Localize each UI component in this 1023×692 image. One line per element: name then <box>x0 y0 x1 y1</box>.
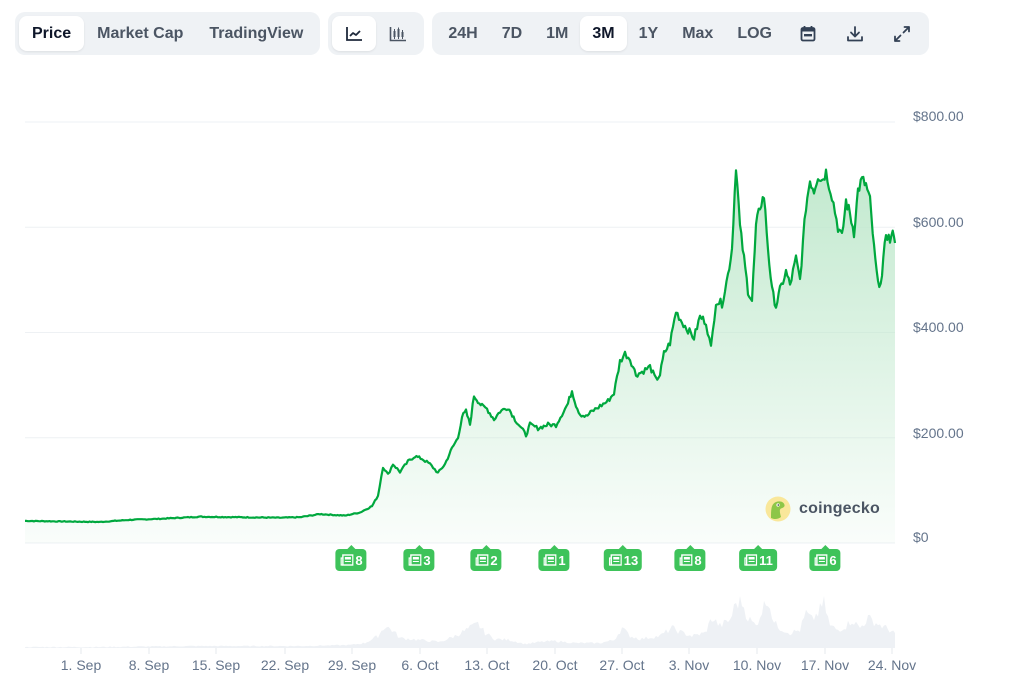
tab-market-cap[interactable]: Market Cap <box>97 24 184 42</box>
x-axis-label: 13. Oct <box>464 657 510 673</box>
calendar-icon <box>800 26 815 42</box>
coingecko-logo-icon <box>765 496 791 522</box>
x-axis-label: 17. Nov <box>800 657 850 673</box>
candlestick-chart-icon <box>390 26 407 41</box>
x-axis-label: 3. Nov <box>668 657 710 673</box>
newspaper-icon <box>679 554 693 566</box>
news-badge[interactable]: 3 <box>403 545 435 571</box>
range-1m[interactable]: 1M <box>546 24 569 42</box>
x-axis-label: 15. Sep <box>191 657 241 673</box>
coingecko-watermark: coingecko <box>765 496 880 522</box>
volume-area <box>25 595 895 648</box>
range-max[interactable]: Max <box>682 24 714 42</box>
y-axis-label: $400.00 <box>913 319 964 335</box>
y-axis-label: $800.00 <box>913 108 964 124</box>
newspaper-icon <box>608 554 622 566</box>
x-axis-label: 24. Nov <box>867 657 917 673</box>
news-badge[interactable]: 6 <box>809 545 841 571</box>
newspaper-icon <box>744 554 758 566</box>
chart-type-toggle <box>328 12 425 55</box>
x-axis-label: 6. Oct <box>401 657 439 673</box>
y-axis-label: $600.00 <box>913 214 964 230</box>
newspaper-icon <box>814 554 828 566</box>
watermark-text: coingecko <box>799 500 880 517</box>
news-badge[interactable]: 1 <box>538 545 570 571</box>
range-1y[interactable]: 1Y <box>638 24 659 42</box>
news-badge[interactable]: 13 <box>603 545 643 571</box>
news-badge[interactable]: 8 <box>674 545 706 571</box>
y-axis-label: $200.00 <box>913 425 964 441</box>
x-axis-ticks <box>80 648 893 654</box>
news-badge[interactable]: 2 <box>470 545 502 571</box>
news-count: 2 <box>490 552 498 568</box>
news-count: 13 <box>623 552 639 568</box>
tab-tradingview[interactable]: TradingView <box>209 24 304 42</box>
download-icon <box>846 25 863 41</box>
newspaper-icon <box>408 554 422 566</box>
news-badge[interactable]: 11 <box>739 545 777 571</box>
x-axis-label: 20. Oct <box>532 657 578 673</box>
x-axis-label: 29. Sep <box>327 657 377 673</box>
x-axis-label: 8. Sep <box>128 657 170 673</box>
news-count: 8 <box>694 552 702 568</box>
download-button[interactable] <box>831 16 878 51</box>
candlestick-chart-button[interactable] <box>376 16 420 51</box>
news-count: 11 <box>759 552 773 568</box>
view-tabs: Price Market Cap TradingView <box>15 12 321 55</box>
date-range-button[interactable] <box>784 16 831 51</box>
price-area-fill <box>25 169 895 543</box>
newspaper-icon <box>475 554 489 566</box>
range-7d[interactable]: 7D <box>501 24 523 42</box>
price-line <box>25 168 897 524</box>
chart-toolbar: Price Market Cap TradingView 24H 7D 1M 3… <box>15 12 929 55</box>
range-selector: 24H 7D 1M 3M 1Y Max LOG <box>432 12 929 55</box>
news-count: 6 <box>829 552 837 568</box>
fullscreen-button[interactable] <box>878 16 925 51</box>
x-axis-label: 22. Sep <box>260 657 310 673</box>
x-axis-label: 10. Nov <box>732 657 782 673</box>
news-count: 8 <box>355 552 363 568</box>
range-24h[interactable]: 24H <box>448 24 478 42</box>
range-3m[interactable]: 3M <box>580 16 627 51</box>
y-axis-label: $0 <box>913 529 929 545</box>
log-scale-toggle[interactable]: LOG <box>737 24 772 42</box>
news-badge[interactable]: 8 <box>335 545 367 571</box>
newspaper-icon <box>543 554 557 566</box>
newspaper-icon <box>340 554 354 566</box>
news-count: 1 <box>558 552 566 568</box>
x-axis-label: 27. Oct <box>599 657 645 673</box>
expand-icon <box>893 25 910 42</box>
tab-price[interactable]: Price <box>19 16 85 51</box>
line-chart-icon <box>346 26 363 41</box>
news-count: 3 <box>423 552 431 568</box>
x-axis-label: 1. Sep <box>60 657 102 673</box>
line-chart-button[interactable] <box>332 16 377 51</box>
